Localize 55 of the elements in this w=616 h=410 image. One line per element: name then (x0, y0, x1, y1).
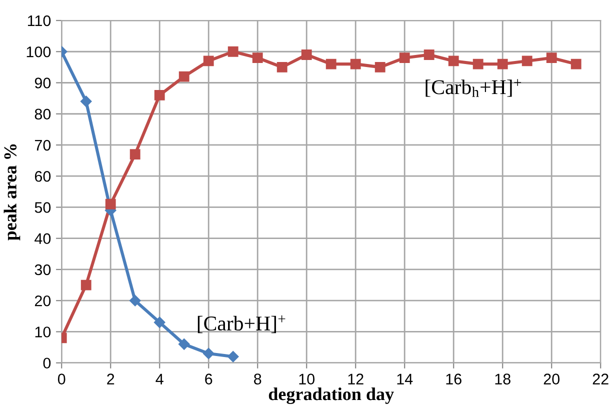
y-tick-label: 70 (34, 140, 51, 151)
x-tick-label: 14 (397, 374, 413, 384)
y-tick-label: 80 (34, 108, 51, 120)
point (228, 46, 238, 57)
point (129, 295, 141, 306)
y-tick-label: 100 (26, 46, 51, 58)
series-label: [Carb$_{h}$+H]$^{+}$ (426, 79, 521, 97)
point (178, 71, 190, 82)
point (448, 56, 459, 66)
point (326, 58, 336, 70)
series-label: [Carb+H]$^{+}$ (198, 315, 286, 334)
point (399, 52, 410, 64)
y-tick-label: 20 (34, 295, 51, 306)
point (202, 348, 214, 360)
x-tick-label: 18 (495, 374, 510, 384)
point (203, 56, 214, 66)
x-axis-title: degradation day (268, 388, 394, 404)
point (130, 149, 140, 160)
point (80, 280, 92, 290)
y-tick-label: 30 (34, 264, 51, 276)
point (522, 56, 532, 66)
y-tick-label: 40 (34, 233, 51, 244)
x-tick-label: 4 (156, 374, 164, 384)
y-tick-label: 90 (34, 78, 51, 88)
x-tick-label: 2 (107, 374, 114, 384)
y-axis-title: peak area % (4, 144, 20, 240)
x-tick-label: 22 (592, 374, 608, 384)
y-tick-label: 110 (28, 15, 51, 26)
point (301, 50, 312, 60)
point (154, 316, 166, 328)
point (276, 62, 288, 72)
point (472, 58, 484, 70)
point (178, 338, 190, 350)
x-tick-label: 6 (205, 374, 212, 384)
point (80, 96, 92, 108)
x-tick-label: 16 (446, 374, 462, 384)
x-tick-label: 12 (348, 374, 364, 384)
point (570, 58, 582, 70)
y-tick-label: 50 (34, 202, 51, 213)
y-tick-label: 10 (35, 326, 51, 338)
point (374, 62, 386, 72)
point (227, 351, 239, 362)
x-tick-label: 10 (299, 374, 314, 384)
point (105, 198, 116, 210)
point (252, 52, 263, 64)
point (154, 90, 165, 100)
y-tick-label: 0 (43, 358, 51, 369)
point (424, 50, 434, 60)
point (497, 58, 508, 70)
x-tick-label: 20 (544, 374, 560, 384)
x-tick-label: 8 (254, 374, 262, 384)
point (350, 58, 361, 70)
point (546, 52, 557, 64)
x-tick-label: 0 (58, 374, 66, 384)
y-tick-label: 60 (34, 170, 51, 182)
